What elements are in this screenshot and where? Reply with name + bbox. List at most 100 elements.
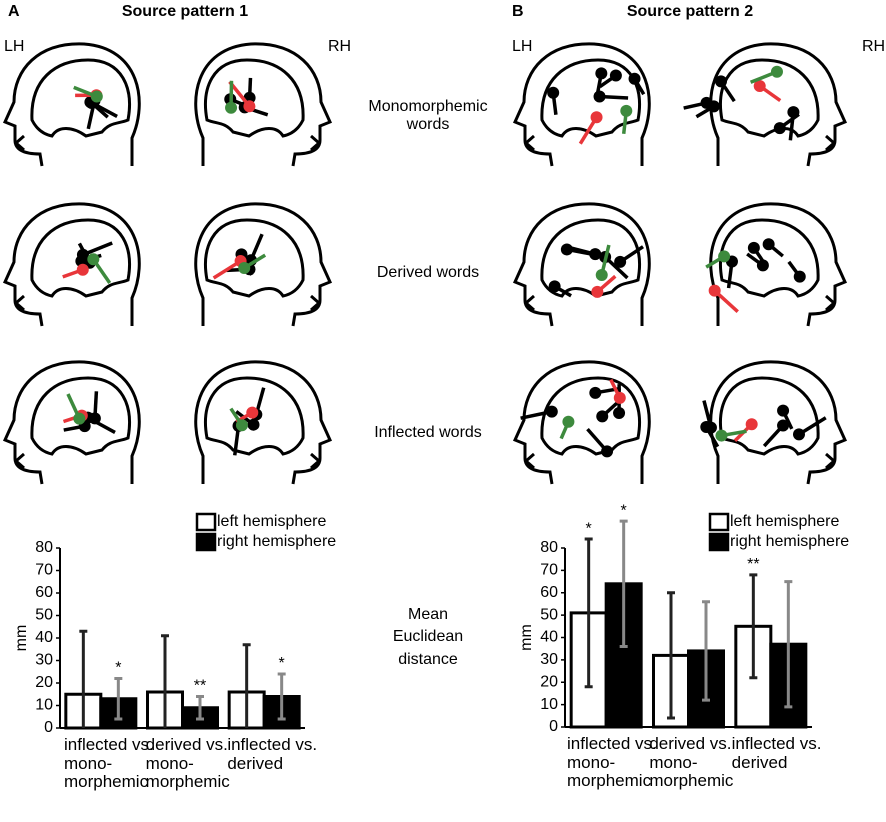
dipole-source	[235, 419, 248, 432]
error-bar-line	[161, 634, 169, 728]
head	[194, 202, 332, 328]
error-bar	[702, 600, 710, 702]
legend-swatch	[708, 512, 730, 532]
error-bar	[161, 634, 169, 728]
dipole-source	[773, 122, 786, 135]
legend-swatch	[708, 532, 730, 552]
dipole-source	[595, 67, 608, 80]
dipole-source	[238, 261, 251, 274]
dipole-source	[793, 270, 806, 283]
hemisphere-label: LH	[512, 38, 532, 55]
dipole-source	[589, 248, 602, 261]
y-tick-label: 40	[35, 629, 53, 646]
head	[513, 202, 651, 328]
head	[513, 42, 651, 168]
error-bar-line	[784, 580, 793, 709]
head	[3, 42, 141, 168]
error-bar	[667, 591, 675, 720]
head-outline	[194, 42, 332, 168]
error-bar-line	[196, 695, 204, 721]
dipole-source	[591, 285, 604, 298]
head	[700, 360, 847, 486]
dipole-source	[792, 428, 805, 441]
head	[3, 202, 141, 328]
head-outline	[194, 360, 332, 486]
error-bar	[79, 629, 88, 728]
significance-marker: **	[747, 556, 759, 573]
dipole-source	[87, 253, 100, 266]
y-axis-label: mm	[518, 624, 535, 651]
legend-label: left hemisphere	[730, 513, 839, 530]
dipole-source	[562, 415, 575, 428]
dipole-source	[243, 100, 256, 113]
dipole-source	[715, 75, 728, 88]
y-tick-label: 70	[540, 562, 558, 579]
error-bar	[749, 573, 758, 680]
dipole-source	[613, 391, 626, 404]
dipole-source	[777, 419, 790, 432]
significance-marker: **	[194, 678, 206, 695]
head-outline	[513, 202, 651, 328]
significance-marker: *	[621, 502, 627, 519]
significance-marker: *	[586, 520, 592, 537]
error-bar-line	[749, 573, 758, 680]
y-tick-label: 60	[35, 584, 53, 601]
dipole-source	[548, 280, 561, 293]
dipole-source	[609, 69, 622, 82]
dipole-source	[593, 90, 606, 103]
error-bar-line	[619, 519, 628, 648]
row-label: Inflected words	[374, 424, 482, 441]
dipole-source	[590, 111, 603, 124]
head-outline	[513, 360, 651, 486]
error-bar-line	[667, 591, 675, 720]
dipole-source	[73, 412, 86, 425]
error-bar	[114, 677, 123, 721]
dipole-source	[707, 100, 720, 113]
hemisphere-label: RH	[862, 38, 885, 55]
dipole-source	[770, 65, 783, 78]
head-outline	[513, 42, 651, 168]
dipole-source	[76, 263, 89, 276]
dipole-source	[90, 90, 103, 103]
panel-title: Source pattern 1	[122, 3, 248, 20]
head-outline	[3, 42, 141, 168]
significance-marker: *	[115, 660, 121, 677]
y-tick-label: 50	[35, 607, 53, 624]
y-tick-label: 50	[540, 606, 558, 623]
dipole-source	[745, 418, 758, 431]
error-bar-line	[702, 600, 710, 702]
x-tick-label: inflected vs. mono-morphemic	[64, 735, 154, 792]
dipole-source	[753, 80, 766, 93]
legend-swatch	[195, 532, 217, 552]
head	[513, 360, 651, 486]
head-outline	[194, 202, 332, 328]
dipole-source	[225, 101, 238, 114]
x-tick-label: derived vs. mono-morphemic	[649, 734, 734, 791]
panel-letter: A	[8, 3, 20, 20]
y-tick-label: 20	[35, 674, 53, 691]
legend-label: right hemisphere	[730, 533, 849, 550]
y-axis-label: mm	[13, 625, 30, 652]
head-outline	[709, 42, 847, 168]
hemisphere-label: LH	[4, 38, 24, 55]
significance-marker: *	[279, 655, 285, 672]
error-bar-line	[277, 672, 286, 721]
dipole-source	[614, 255, 627, 268]
dipole-source	[545, 405, 558, 418]
y-tick-label: 10	[35, 697, 53, 714]
head	[194, 360, 332, 486]
dipole-source	[596, 410, 609, 423]
head-outline	[3, 360, 141, 486]
row-label: Derived words	[376, 264, 480, 281]
error-bar	[784, 580, 793, 709]
head	[705, 202, 847, 328]
legend-label: right hemisphere	[217, 533, 336, 550]
dipole-source	[620, 104, 633, 117]
error-bar	[619, 519, 628, 648]
dipole-source	[246, 406, 259, 419]
center-label: Mean Euclidean distance	[392, 606, 464, 668]
y-tick-label: 30	[540, 651, 558, 668]
x-tick-label: inflected vs. mono-morphemic	[567, 734, 657, 791]
